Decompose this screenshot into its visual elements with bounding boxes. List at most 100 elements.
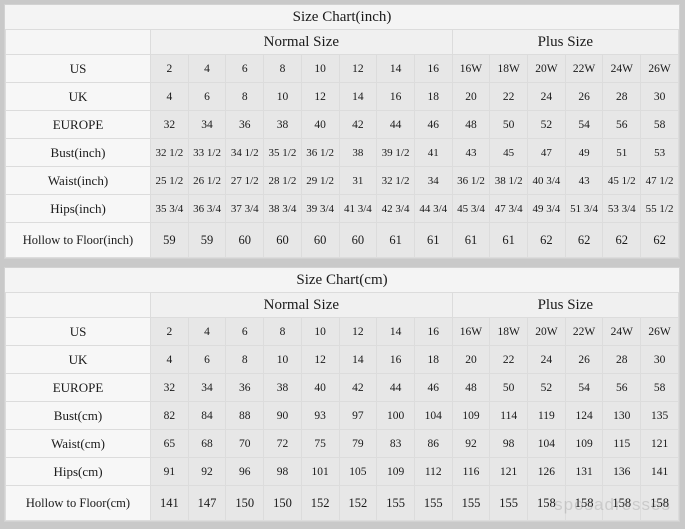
data-cell: 51 3/4 bbox=[564, 194, 604, 223]
data-cell: 62 bbox=[640, 222, 679, 258]
data-cell: 59 bbox=[150, 222, 189, 258]
group-header-cell: Normal Size bbox=[150, 292, 453, 318]
data-cell: 82 bbox=[150, 401, 189, 430]
data-cell: 79 bbox=[338, 429, 378, 458]
data-cell: 22 bbox=[489, 82, 529, 111]
data-cell: 155 bbox=[489, 485, 529, 521]
data-cell: 16 bbox=[376, 345, 415, 374]
data-cell: 18W bbox=[489, 54, 529, 83]
data-cell: 70 bbox=[225, 429, 265, 458]
data-cell: 8 bbox=[225, 82, 265, 111]
data-cell: 92 bbox=[451, 429, 491, 458]
data-cell: 18W bbox=[489, 317, 529, 346]
data-cell: 41 bbox=[413, 138, 453, 167]
data-cell: 4 bbox=[150, 82, 189, 111]
data-cell: 44 bbox=[376, 373, 415, 402]
data-cell: 88 bbox=[225, 401, 265, 430]
data-cell: 24W bbox=[602, 54, 642, 83]
size-chart-inch: Size Chart(inch) Normal Size Plus Size US 2 4… bbox=[4, 4, 680, 259]
data-cell: 61 bbox=[413, 222, 453, 258]
data-cell: 36 3/4 bbox=[187, 194, 227, 223]
data-cell: 6 bbox=[187, 82, 227, 111]
data-cell: 22W bbox=[564, 317, 604, 346]
size-table-inch: Size Chart(inch) Normal Size Plus Size US 2 4… bbox=[5, 5, 680, 258]
data-cell: 38 3/4 bbox=[263, 194, 302, 223]
data-cell: 12 bbox=[338, 54, 378, 83]
data-cell: 38 1/2 bbox=[489, 166, 529, 195]
data-cell: 26 1/2 bbox=[187, 166, 227, 195]
data-cell: 43 bbox=[451, 138, 491, 167]
row-label: Bust(cm) bbox=[5, 401, 151, 430]
data-cell: 121 bbox=[489, 457, 529, 486]
data-cell: 112 bbox=[413, 457, 453, 486]
data-cell: 10 bbox=[263, 82, 302, 111]
data-cell: 45 3/4 bbox=[451, 194, 491, 223]
data-cell: 59 bbox=[187, 222, 227, 258]
data-cell: 34 bbox=[413, 166, 453, 195]
table-row: UK 4 6 8 10 12 14 16 18 20 22 24 26 28 30 bbox=[5, 82, 679, 111]
data-cell: 36 bbox=[225, 110, 265, 139]
data-cell: 119 bbox=[527, 401, 566, 430]
data-cell: 4 bbox=[150, 345, 189, 374]
data-cell: 53 3/4 bbox=[602, 194, 642, 223]
row-label: Waist(cm) bbox=[5, 429, 151, 458]
title-row: Size Chart(inch) bbox=[5, 5, 679, 30]
data-cell: 18 bbox=[413, 345, 453, 374]
data-cell: 44 3/4 bbox=[413, 194, 453, 223]
data-cell: 152 bbox=[338, 485, 378, 521]
data-cell: 150 bbox=[263, 485, 302, 521]
data-cell: 38 bbox=[338, 138, 378, 167]
data-cell: 45 1/2 bbox=[602, 166, 642, 195]
data-cell: 10 bbox=[300, 317, 340, 346]
data-cell: 32 1/2 bbox=[376, 166, 415, 195]
row-label: Hollow to Floor(inch) bbox=[5, 222, 151, 258]
data-cell: 55 1/2 bbox=[640, 194, 679, 223]
size-table-cm: Size Chart(cm) Normal Size Plus Size US 2 4 6 8… bbox=[5, 268, 680, 521]
data-cell: 33 1/2 bbox=[187, 138, 227, 167]
data-cell: 2 bbox=[150, 54, 189, 83]
data-cell: 141 bbox=[640, 457, 679, 486]
data-cell: 14 bbox=[376, 54, 415, 83]
size-chart-cm: Size Chart(cm) Normal Size Plus Size US 2 4 6 8… bbox=[4, 267, 680, 522]
group-header-spacer bbox=[5, 292, 151, 318]
data-cell: 152 bbox=[300, 485, 340, 521]
data-cell: 50 bbox=[489, 373, 529, 402]
data-cell: 36 bbox=[225, 373, 265, 402]
data-cell: 51 bbox=[602, 138, 642, 167]
data-cell: 30 bbox=[640, 345, 679, 374]
data-cell: 98 bbox=[489, 429, 529, 458]
data-cell: 26W bbox=[640, 54, 679, 83]
data-cell: 150 bbox=[225, 485, 265, 521]
group-header-spacer bbox=[5, 29, 151, 55]
data-cell: 98 bbox=[263, 457, 302, 486]
data-cell: 42 bbox=[338, 373, 378, 402]
data-cell: 28 bbox=[602, 82, 642, 111]
data-cell: 16 bbox=[413, 54, 453, 83]
table-row: EUROPE 32 34 36 38 40 42 44 46 48 50 52 54 56 58 bbox=[5, 110, 679, 139]
data-cell: 12 bbox=[338, 317, 378, 346]
data-cell: 12 bbox=[300, 82, 340, 111]
row-label: EUROPE bbox=[5, 373, 151, 402]
data-cell: 58 bbox=[640, 373, 679, 402]
data-cell: 38 bbox=[263, 110, 302, 139]
data-cell: 100 bbox=[376, 401, 415, 430]
data-cell: 29 1/2 bbox=[300, 166, 340, 195]
data-cell: 114 bbox=[489, 401, 529, 430]
data-cell: 47 3/4 bbox=[489, 194, 529, 223]
table-row: Hips(inch) 35 3/4 36 3/4 37 3/4 38 3/4 39 3/4… bbox=[5, 194, 679, 223]
data-cell: 20 bbox=[451, 345, 491, 374]
data-cell: 60 bbox=[300, 222, 340, 258]
data-cell: 104 bbox=[527, 429, 566, 458]
data-cell: 62 bbox=[602, 222, 642, 258]
row-label: Bust(inch) bbox=[5, 138, 151, 167]
data-cell: 10 bbox=[300, 54, 340, 83]
data-cell: 48 bbox=[451, 110, 491, 139]
data-cell: 38 bbox=[263, 373, 302, 402]
row-label: UK bbox=[5, 345, 151, 374]
data-cell: 105 bbox=[338, 457, 378, 486]
data-cell: 54 bbox=[564, 110, 604, 139]
data-cell: 109 bbox=[451, 401, 491, 430]
title-row: Size Chart(cm) bbox=[5, 268, 679, 293]
data-cell: 40 bbox=[300, 110, 340, 139]
